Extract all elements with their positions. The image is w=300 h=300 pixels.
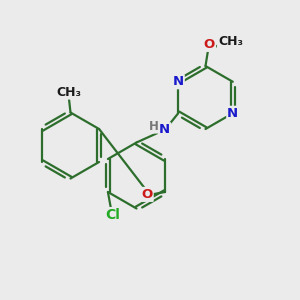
Text: Cl: Cl xyxy=(105,208,120,222)
Text: N: N xyxy=(173,75,184,88)
Text: N: N xyxy=(227,107,238,120)
Text: CH₃: CH₃ xyxy=(218,34,243,48)
Text: CH₃: CH₃ xyxy=(56,85,82,99)
Text: O: O xyxy=(142,188,153,201)
Text: N: N xyxy=(159,123,170,136)
Text: H: H xyxy=(149,120,159,133)
Text: O: O xyxy=(204,38,215,51)
